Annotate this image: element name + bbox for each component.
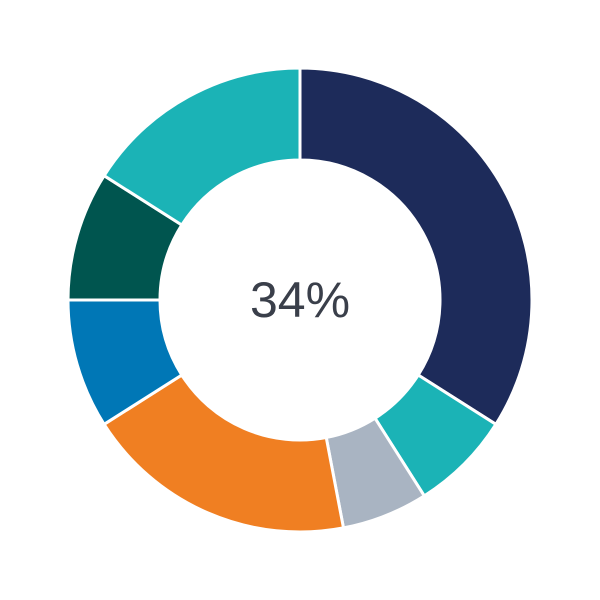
donut-slice-4 [102,372,346,534]
donut-slice-1 [298,66,534,427]
donut-slice-7 [102,66,302,228]
